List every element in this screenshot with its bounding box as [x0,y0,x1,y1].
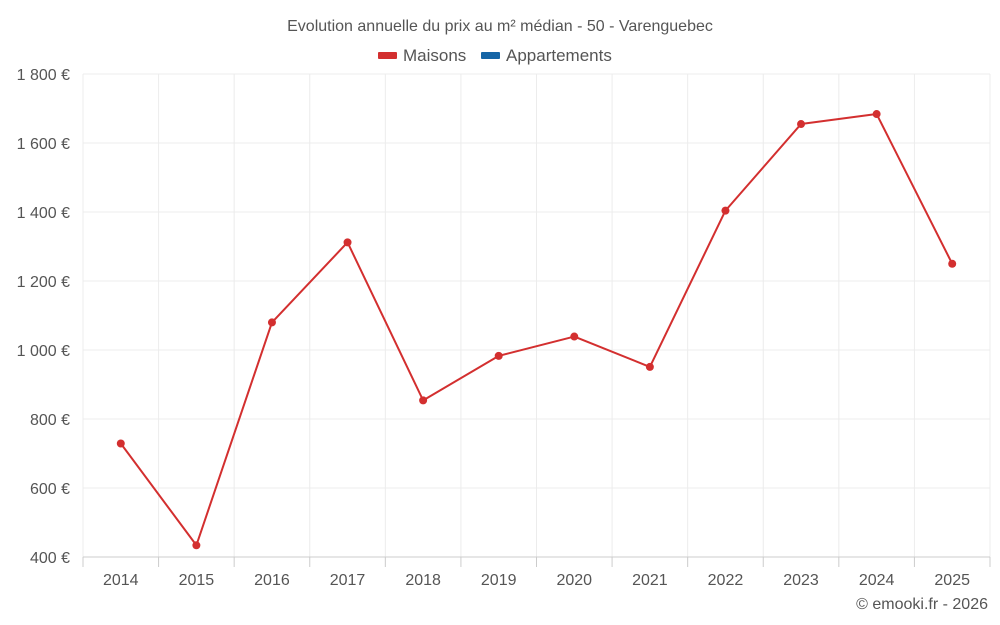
legend-item-maisons[interactable]: Maisons [378,46,466,65]
x-tick-label: 2022 [708,572,744,589]
credit-text: © emooki.fr - 2026 [856,596,988,613]
x-tick-label: 2014 [103,572,139,589]
data-point[interactable] [645,362,654,371]
y-tick-label: 1 800 € [17,67,70,84]
data-point[interactable] [116,439,125,448]
y-tick-label: 1 000 € [17,343,70,360]
data-point[interactable] [721,206,730,215]
legend-swatch-maisons [378,52,397,59]
x-tick-label: 2018 [405,572,441,589]
legend-swatch-appartements [481,52,500,59]
data-point[interactable] [494,351,503,360]
x-tick-label: 2020 [556,572,592,589]
legend[interactable]: Maisons Appartements [378,46,612,65]
y-tick-label: 400 € [30,550,70,567]
x-tick-label: 2021 [632,572,668,589]
x-axis: 2014 2015 2016 2017 2018 2019 2020 2021 2022 2023… [82,556,991,589]
data-point[interactable] [570,332,579,341]
legend-item-appartements[interactable]: Appartements [481,46,612,65]
chart-title: Evolution annuelle du prix au m² médian … [287,18,713,35]
y-tick-label: 600 € [30,481,70,498]
legend-label-maisons[interactable]: Maisons [403,46,466,65]
data-point[interactable] [872,110,881,119]
series-line-maisons [119,113,954,547]
legend-label-appartements[interactable]: Appartements [506,46,612,65]
y-axis: 400 € 600 € 800 € 1 000 € 1 200 € 1 400 € 1 60… [17,67,70,567]
data-point[interactable] [192,541,201,550]
x-tick-label: 2023 [783,572,819,589]
data-point[interactable] [267,318,276,327]
x-tick-label: 2025 [934,572,970,589]
x-tick-label: 2019 [481,572,517,589]
x-tick-label: 2015 [179,572,215,589]
grid [82,73,991,557]
data-point[interactable] [948,259,957,268]
data-point[interactable] [797,120,806,129]
y-tick-label: 1 600 € [17,136,70,153]
y-tick-label: 1 400 € [17,205,70,222]
x-tick-label: 2017 [330,572,366,589]
x-tick-label: 2016 [254,572,290,589]
data-point[interactable] [343,238,352,247]
series-maisons [116,110,957,550]
y-tick-label: 1 200 € [17,274,70,291]
data-point[interactable] [419,396,428,405]
x-tick-label: 2024 [859,572,895,589]
y-tick-label: 800 € [30,412,70,429]
